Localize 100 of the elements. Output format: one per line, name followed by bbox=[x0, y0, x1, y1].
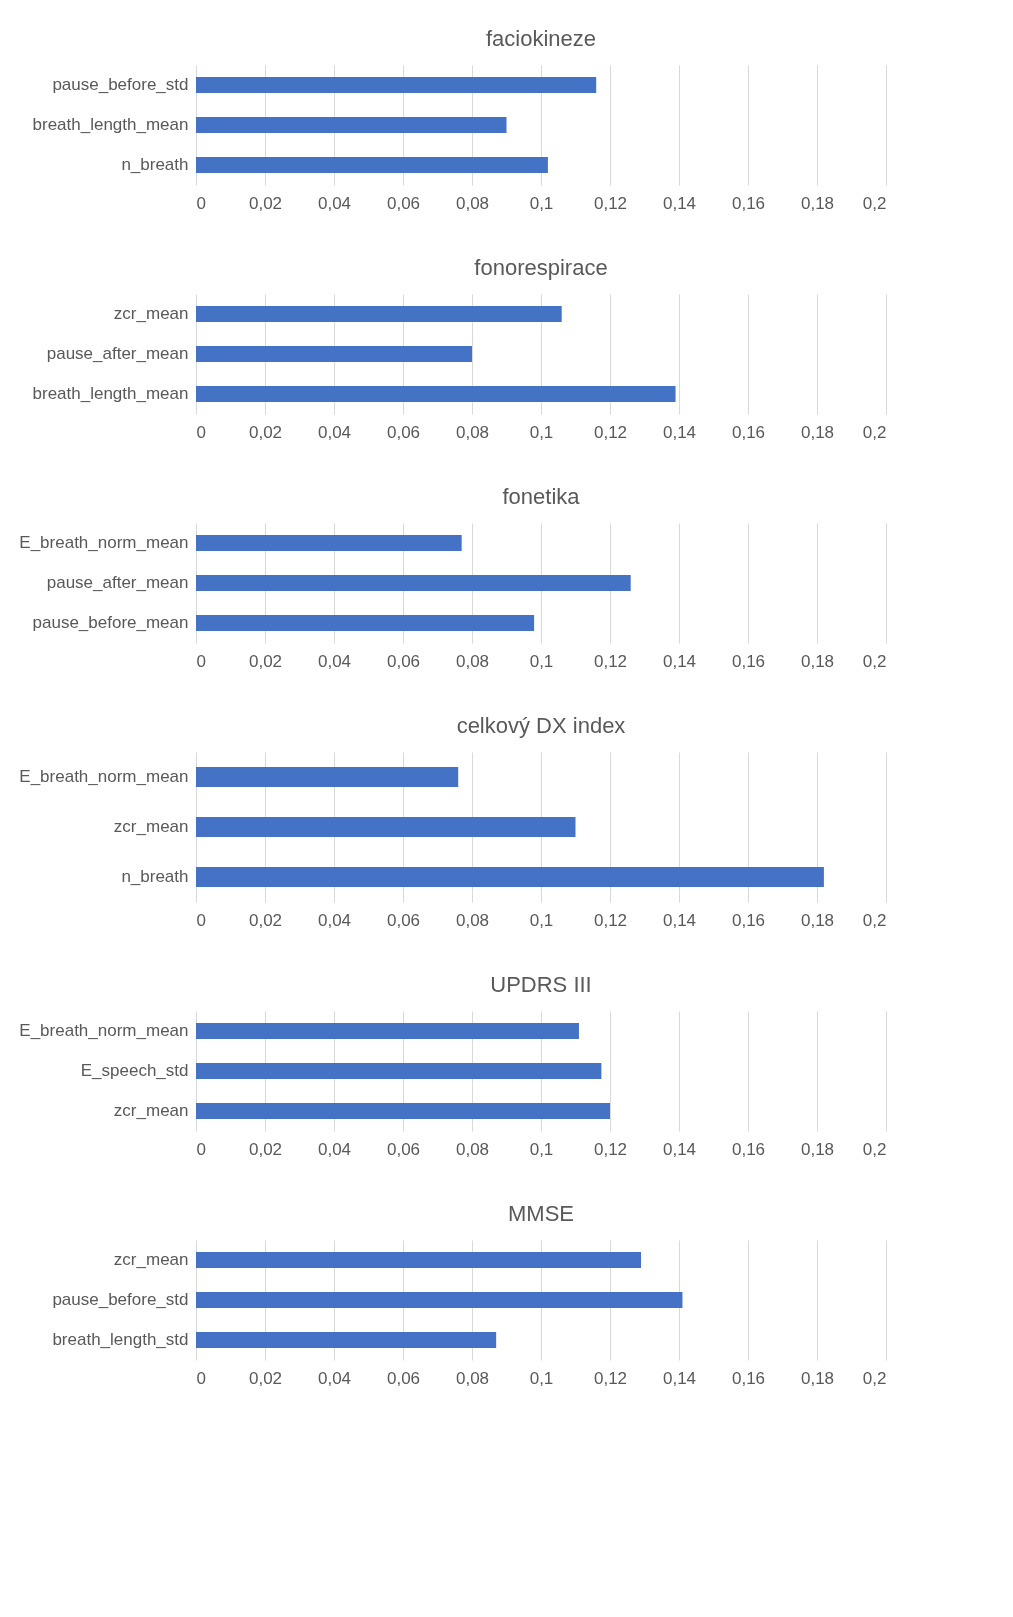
x-tick-label: 0,16 bbox=[731, 193, 766, 213]
x-tick-label: 0,16 bbox=[731, 651, 766, 671]
chart-title: UPDRS III bbox=[490, 972, 592, 997]
x-tick-label: 0,04 bbox=[317, 910, 352, 930]
bar bbox=[196, 1292, 683, 1308]
y-tick-label: pause_before_mean bbox=[32, 613, 189, 632]
y-tick-label: E_breath_norm_mean bbox=[19, 767, 189, 786]
x-tick-label: 0,2 bbox=[862, 1368, 887, 1388]
bar bbox=[196, 1252, 642, 1268]
x-tick-label: 0,1 bbox=[529, 1139, 554, 1159]
y-tick-label: E_breath_norm_mean bbox=[19, 1021, 189, 1040]
x-tick-label: 0,2 bbox=[862, 422, 887, 442]
y-tick-label: zcr_mean bbox=[113, 817, 189, 836]
bar bbox=[196, 386, 676, 402]
bar bbox=[196, 1023, 579, 1039]
x-tick-label: 0,16 bbox=[731, 422, 766, 442]
x-tick-label: 0,18 bbox=[800, 1368, 835, 1388]
x-tick-label: 0,1 bbox=[529, 910, 554, 930]
x-tick-label: 0,04 bbox=[317, 193, 352, 213]
x-tick-label: 0,08 bbox=[455, 910, 490, 930]
x-tick-label: 0,18 bbox=[800, 651, 835, 671]
bar bbox=[196, 767, 459, 787]
y-tick-label: breath_length_mean bbox=[32, 115, 189, 134]
y-tick-label: E_breath_norm_mean bbox=[19, 533, 189, 552]
y-tick-label: breath_length_mean bbox=[32, 384, 189, 403]
x-tick-label: 0,1 bbox=[529, 1368, 554, 1388]
chart-title: celkový DX index bbox=[456, 713, 626, 738]
x-tick-label: 0,1 bbox=[529, 193, 554, 213]
y-tick-label: zcr_mean bbox=[113, 1250, 189, 1269]
x-tick-label: 0 bbox=[196, 193, 206, 213]
y-tick-label: zcr_mean bbox=[113, 304, 189, 323]
x-tick-label: 0,04 bbox=[317, 1139, 352, 1159]
x-tick-label: 0,2 bbox=[862, 193, 887, 213]
x-tick-label: 0,14 bbox=[662, 651, 697, 671]
x-tick-label: 0,02 bbox=[248, 422, 283, 442]
bar bbox=[196, 535, 462, 551]
x-tick-label: 0,04 bbox=[317, 422, 352, 442]
x-tick-label: 0,14 bbox=[662, 422, 697, 442]
x-tick-label: 0,08 bbox=[455, 1139, 490, 1159]
chart-title: MMSE bbox=[508, 1201, 574, 1226]
chart-title: fonorespirace bbox=[474, 255, 608, 280]
y-tick-label: zcr_mean bbox=[113, 1101, 189, 1120]
x-tick-label: 0,06 bbox=[386, 651, 421, 671]
bar bbox=[196, 306, 562, 322]
x-tick-label: 0,12 bbox=[593, 651, 628, 671]
x-tick-label: 0,2 bbox=[862, 651, 887, 671]
x-tick-label: 0,06 bbox=[386, 910, 421, 930]
x-tick-label: 0,02 bbox=[248, 910, 283, 930]
bar bbox=[196, 615, 535, 631]
x-tick-label: 0,1 bbox=[529, 422, 554, 442]
chart-title: faciokineze bbox=[485, 26, 597, 51]
y-tick-label: n_breath bbox=[121, 155, 189, 174]
x-tick-label: 0 bbox=[196, 910, 206, 930]
x-tick-label: 0,12 bbox=[593, 1139, 628, 1159]
x-tick-label: 0,14 bbox=[662, 1139, 697, 1159]
y-tick-label: E_speech_std bbox=[80, 1061, 189, 1080]
x-tick-label: 0,12 bbox=[593, 1368, 628, 1388]
x-tick-label: 0,02 bbox=[248, 193, 283, 213]
bar bbox=[196, 575, 631, 591]
x-tick-label: 0,14 bbox=[662, 193, 697, 213]
bar bbox=[196, 1103, 610, 1119]
x-tick-label: 0,12 bbox=[593, 193, 628, 213]
x-tick-label: 0,16 bbox=[731, 1368, 766, 1388]
x-tick-label: 0,16 bbox=[731, 910, 766, 930]
x-tick-label: 0,02 bbox=[248, 651, 283, 671]
y-tick-label: pause_before_std bbox=[52, 1290, 189, 1309]
x-tick-label: 0,04 bbox=[317, 651, 352, 671]
x-tick-label: 0,14 bbox=[662, 1368, 697, 1388]
x-tick-label: 0,08 bbox=[455, 1368, 490, 1388]
bar bbox=[196, 117, 507, 133]
y-tick-label: pause_after_mean bbox=[46, 344, 189, 363]
x-tick-label: 0 bbox=[196, 1139, 206, 1159]
x-tick-label: 0,12 bbox=[593, 910, 628, 930]
x-tick-label: 0,16 bbox=[731, 1139, 766, 1159]
x-tick-label: 0,18 bbox=[800, 910, 835, 930]
y-tick-label: breath_length_std bbox=[52, 1330, 189, 1349]
x-tick-label: 0,1 bbox=[529, 651, 554, 671]
bar bbox=[196, 817, 576, 837]
x-tick-label: 0,08 bbox=[455, 422, 490, 442]
y-tick-label: pause_before_std bbox=[52, 75, 189, 94]
x-tick-label: 0,04 bbox=[317, 1368, 352, 1388]
y-tick-label: pause_after_mean bbox=[46, 573, 189, 592]
x-tick-label: 0,08 bbox=[455, 193, 490, 213]
bar bbox=[196, 77, 597, 93]
x-tick-label: 0,2 bbox=[862, 1139, 887, 1159]
bar bbox=[196, 867, 824, 887]
x-tick-label: 0 bbox=[196, 1368, 206, 1388]
x-tick-label: 0,18 bbox=[800, 422, 835, 442]
x-tick-label: 0,18 bbox=[800, 1139, 835, 1159]
x-tick-label: 0,06 bbox=[386, 1139, 421, 1159]
chart-title: fonetika bbox=[502, 484, 581, 509]
x-tick-label: 0,06 bbox=[386, 193, 421, 213]
bar bbox=[196, 1063, 602, 1079]
x-tick-label: 0,02 bbox=[248, 1139, 283, 1159]
x-tick-label: 0,12 bbox=[593, 422, 628, 442]
x-tick-label: 0,08 bbox=[455, 651, 490, 671]
y-tick-label: n_breath bbox=[121, 867, 189, 886]
x-tick-label: 0,14 bbox=[662, 910, 697, 930]
bar bbox=[196, 157, 548, 173]
bar bbox=[196, 1332, 497, 1348]
